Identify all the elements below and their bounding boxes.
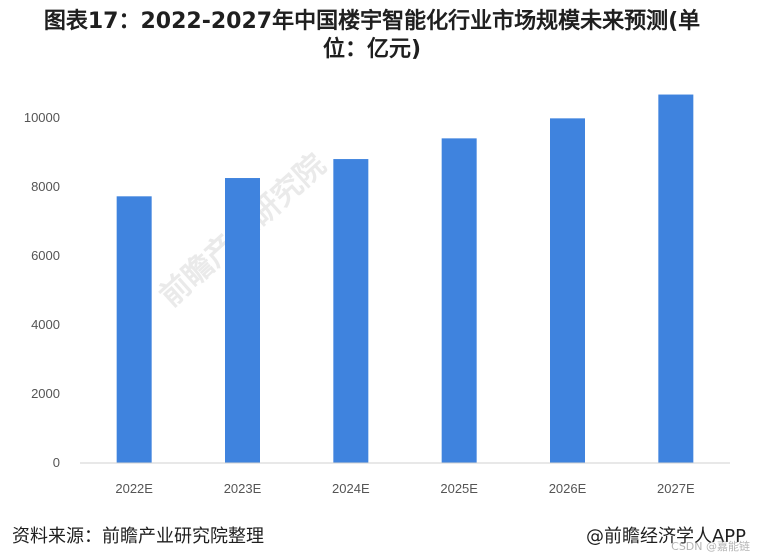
x-tick-label: 2024E (332, 481, 370, 496)
x-tick-label: 2027E (657, 481, 695, 496)
x-tick-label: 2026E (549, 481, 587, 496)
x-tick-label: 2025E (440, 481, 478, 496)
x-axis: 2022E 2023E 2024E 2025E 2026E 2027E (115, 481, 695, 496)
y-tick-label: 4000 (31, 317, 60, 332)
app-credit: @前瞻经济学人APP (585, 526, 746, 547)
y-axis: 0 2000 4000 6000 8000 10000 (24, 110, 60, 470)
y-tick-label: 8000 (31, 179, 60, 194)
bars (116, 94, 694, 464)
bar-2027e (658, 94, 694, 463)
csdn-credit: CSDN @嘉能链 (671, 540, 750, 553)
y-tick-label: 2000 (31, 386, 60, 401)
bar-2025e (441, 138, 477, 464)
bar-2022e (116, 196, 152, 463)
y-tick-label: 0 (53, 455, 60, 470)
chart-title: 图表17：2022-2027年中国楼宇智能化行业市场规模未来预测(单位：亿元) (43, 9, 701, 62)
bar-2024e (333, 159, 369, 463)
y-tick-label: 10000 (24, 110, 60, 125)
bar-2026e (550, 118, 585, 463)
bar-2023e (225, 178, 260, 463)
source-note: 资料来源：前瞻产业研究院整理 (12, 526, 264, 547)
x-tick-label: 2022E (115, 481, 153, 496)
footer: 资料来源：前瞻产业研究院整理 @前瞻经济学人APP (12, 522, 746, 552)
x-tick-label: 2023E (224, 481, 262, 496)
y-tick-label: 6000 (31, 248, 60, 263)
